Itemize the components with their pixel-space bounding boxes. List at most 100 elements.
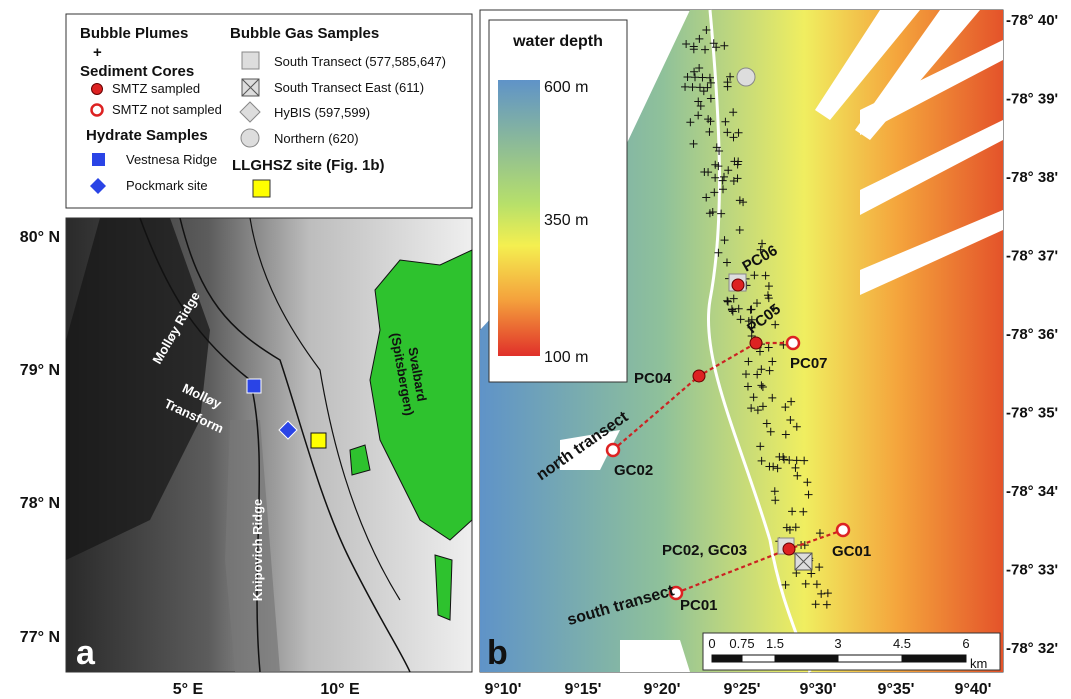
panel-a: Molløy Ridge Molløy Transform Knipovich … bbox=[65, 217, 473, 673]
pockmark-site bbox=[278, 420, 298, 440]
legend-text: Northern (620) bbox=[274, 131, 359, 146]
colorbar-title: water depth bbox=[512, 33, 603, 50]
station-label: GC02 bbox=[614, 462, 653, 479]
legend-heading: LLGHSZ site (Fig. 1b) bbox=[232, 157, 385, 174]
station-marker bbox=[605, 442, 621, 458]
legend-marker bbox=[241, 78, 260, 97]
panel-label: b bbox=[487, 634, 508, 672]
land bbox=[434, 554, 453, 621]
lat-label: -78° 36' bbox=[1006, 326, 1058, 343]
lon-label: 9°10' bbox=[485, 681, 522, 698]
contour bbox=[179, 217, 411, 673]
legend-marker bbox=[90, 178, 106, 194]
scale-label: 4.5 bbox=[893, 636, 911, 651]
scale-segment bbox=[774, 654, 839, 663]
lat-label: 77° N bbox=[20, 629, 60, 646]
lat-label: -78° 32' bbox=[1006, 640, 1058, 657]
station-marker bbox=[692, 369, 706, 383]
legend-marker bbox=[91, 83, 103, 95]
legend-marker bbox=[241, 51, 260, 70]
lat-label: -78° 34' bbox=[1006, 483, 1058, 500]
station-marker bbox=[749, 336, 763, 350]
lon-label: 9°35' bbox=[878, 681, 915, 698]
scale-segment bbox=[741, 654, 776, 663]
scale-box bbox=[702, 632, 1001, 671]
lat-label: -78° 38' bbox=[1006, 169, 1058, 186]
lat-label: 78° N bbox=[20, 495, 60, 512]
lat-label: -78° 37' bbox=[1006, 248, 1058, 265]
lat-label: -78° 33' bbox=[1006, 562, 1058, 579]
lon-label: 9°20' bbox=[644, 681, 681, 698]
legend-heading: Bubble Plumes bbox=[80, 25, 188, 42]
lon-axis: 5° E 10° E bbox=[173, 681, 360, 698]
colorbar-label: 600 m bbox=[544, 79, 588, 96]
gas-sample bbox=[794, 552, 813, 571]
station-label: PC01 bbox=[680, 597, 718, 614]
scale-segment bbox=[711, 654, 743, 663]
legend-text: HyBIS (597,599) bbox=[274, 105, 370, 120]
station-marker bbox=[731, 278, 745, 292]
no-data bbox=[560, 10, 1003, 672]
station-label: PC04 bbox=[634, 370, 672, 387]
scale-label: 0.75 bbox=[729, 636, 754, 651]
legend-marker bbox=[252, 179, 271, 198]
station-label: PC02, GC03 bbox=[662, 542, 747, 559]
lat-label: 80° N bbox=[20, 229, 60, 246]
legend-text: Vestnesa Ridge bbox=[126, 152, 217, 167]
lon-label: 9°25' bbox=[724, 681, 761, 698]
scale-segment bbox=[901, 654, 967, 663]
lat-label: -78° 35' bbox=[1006, 405, 1058, 422]
scale-segment bbox=[837, 654, 903, 663]
legend-marker bbox=[240, 128, 260, 148]
scale-label: km bbox=[970, 656, 987, 671]
colorbar-label: 350 m bbox=[544, 212, 588, 229]
hydrate-site bbox=[246, 378, 262, 394]
llghsz-site bbox=[310, 432, 327, 449]
lon-label: 9°40' bbox=[955, 681, 992, 698]
legend-text: SMTZ sampled bbox=[112, 81, 200, 96]
lon-label: 5° E bbox=[173, 681, 204, 698]
station-marker bbox=[782, 542, 796, 556]
scale-bar: 0 0.75 1.5 3 4.5 6km bbox=[708, 636, 987, 671]
legend-heading: Bubble Gas Samples bbox=[230, 25, 379, 42]
ridge bbox=[225, 420, 280, 672]
legend-text: South Transect East (611) bbox=[274, 80, 424, 95]
land bbox=[349, 444, 371, 476]
station-label: GC01 bbox=[832, 543, 871, 560]
deep-basin bbox=[66, 218, 210, 560]
bathymetry bbox=[480, 10, 1003, 672]
gas-sample bbox=[736, 67, 756, 87]
scale-label: 3 bbox=[834, 636, 841, 651]
colorbar-label: 100 m bbox=[544, 349, 588, 366]
lon-label: 9°15' bbox=[565, 681, 602, 698]
contour bbox=[249, 217, 401, 601]
legend-heading: Sediment Cores bbox=[80, 63, 194, 80]
legend-heading: Hydrate Samples bbox=[86, 127, 208, 144]
lon-label: 10° E bbox=[320, 681, 360, 698]
legend-marker bbox=[239, 101, 261, 123]
lat-label: -78° 40' bbox=[1006, 12, 1058, 29]
legend-marker bbox=[92, 153, 105, 166]
lat-axis: 80° N 79° N 78° N 77° N bbox=[20, 229, 60, 646]
legend-symbol: + bbox=[93, 44, 102, 61]
colorbar bbox=[498, 80, 540, 356]
lon-axis: 9°10' 9°15' 9°20' 9°25' 9°30' 9°35' 9°40' bbox=[485, 681, 992, 698]
lat-label: -78° 39' bbox=[1006, 91, 1058, 108]
station-marker bbox=[835, 522, 851, 538]
legend-text: South Transect (577,585,647) bbox=[274, 54, 446, 69]
scale-label: 0 bbox=[708, 636, 715, 651]
contour bbox=[706, 9, 812, 673]
station-marker bbox=[668, 585, 684, 601]
panel-label: a bbox=[76, 634, 96, 672]
legend-text: SMTZ not sampled bbox=[112, 102, 222, 117]
lat-label: 79° N bbox=[20, 362, 60, 379]
lat-axis: -78° 40' -78° 39' -78° 38' -78° 37' -78° 36'… bbox=[1006, 12, 1058, 657]
land bbox=[369, 249, 473, 541]
legend-marker bbox=[90, 103, 104, 117]
scale-label: 1.5 bbox=[766, 636, 784, 651]
legend-box bbox=[65, 13, 473, 209]
station-label: PC07 bbox=[790, 355, 828, 372]
